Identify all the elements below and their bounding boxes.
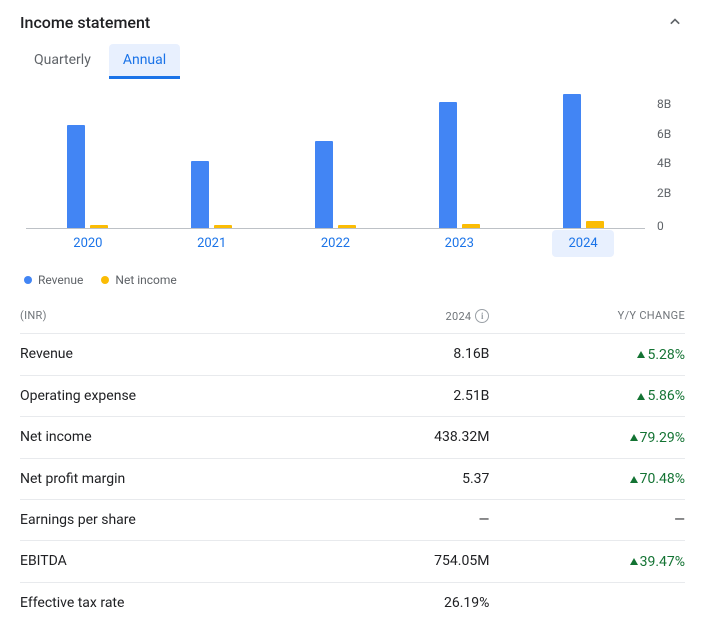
metric-label: Net profit margin xyxy=(20,471,294,487)
metric-value: 754.05M xyxy=(294,553,490,569)
metric-change: 39.47% xyxy=(489,553,685,570)
metric-change: 5.86% xyxy=(489,388,685,405)
metric-label: Operating expense xyxy=(20,388,294,404)
col-year: 2024 i xyxy=(294,309,490,323)
arrow-up-icon xyxy=(637,393,645,400)
metric-label: Earnings per share xyxy=(20,512,294,528)
metric-value: 5.37 xyxy=(294,471,490,487)
bar-group[interactable] xyxy=(191,97,232,228)
metric-value: 438.32M xyxy=(294,429,490,445)
table-body: Revenue8.16B 5.28% Operating expense2.51B 5… xyxy=(20,333,685,623)
metric-change: 79.29% xyxy=(489,429,685,446)
table-row: Operating expense2.51B 5.86% xyxy=(20,375,685,417)
table-row: Net profit margin5.37 70.48% xyxy=(20,458,685,500)
income-bar-chart: 8B6B4B2B0 20202021202220232024 xyxy=(26,97,679,257)
y-tick-label: 2B xyxy=(657,186,685,200)
change-value: 5.86% xyxy=(647,388,685,404)
arrow-up-icon xyxy=(630,558,638,565)
table-row: Revenue8.16B 5.28% xyxy=(20,333,685,375)
x-tick-label[interactable]: 2023 xyxy=(428,230,490,257)
legend-netincome-label: Net income xyxy=(115,273,176,287)
y-tick-label: 8B xyxy=(657,97,685,111)
col-currency: (INR) xyxy=(20,309,294,323)
bar xyxy=(338,225,356,228)
table-row: Earnings per share—— xyxy=(20,499,685,540)
chart-legend: Revenue Net income xyxy=(20,267,685,301)
bar-group[interactable] xyxy=(67,97,108,228)
x-tick-label[interactable]: 2024 xyxy=(552,230,614,257)
metric-value: 8.16B xyxy=(294,346,490,362)
metric-change: 5.28% xyxy=(489,346,685,363)
bar-group[interactable] xyxy=(563,97,604,228)
y-tick-label: 4B xyxy=(657,156,685,170)
section-title: Income statement xyxy=(20,13,150,32)
chart-y-axis-labels: 8B6B4B2B0 xyxy=(657,97,685,229)
change-value: 39.47% xyxy=(640,554,685,570)
info-icon[interactable]: i xyxy=(475,309,489,323)
metric-change: 70.48% xyxy=(489,471,685,488)
tab-annual[interactable]: Annual xyxy=(109,44,180,79)
arrow-up-icon xyxy=(630,434,638,441)
netincome-dot-icon xyxy=(101,276,109,284)
table-row: EBITDA754.05M 39.47% xyxy=(20,540,685,582)
table-row: Net income438.32M 79.29% xyxy=(20,416,685,458)
chart-plot-area xyxy=(26,97,645,229)
col-year-label: 2024 xyxy=(445,310,471,323)
income-statement-card: Income statement Quarterly Annual 8B 6B 4B… xyxy=(0,0,705,637)
bar-group[interactable] xyxy=(315,97,356,228)
col-change: Y/Y CHANGE xyxy=(489,309,685,323)
change-value: 5.28% xyxy=(647,347,685,363)
metric-label: Effective tax rate xyxy=(20,595,294,611)
metric-label: Revenue xyxy=(20,346,294,362)
arrow-up-icon xyxy=(637,351,645,358)
bar xyxy=(191,161,209,228)
legend-revenue-label: Revenue xyxy=(38,273,83,287)
change-value: 70.48% xyxy=(640,471,685,487)
table-row: Effective tax rate26.19% xyxy=(20,582,685,623)
y-tick-label: 0 xyxy=(657,219,685,233)
chevron-up-icon[interactable] xyxy=(665,12,685,32)
section-header: Income statement xyxy=(20,0,685,40)
metric-value: 2.51B xyxy=(294,388,490,404)
period-tabs: Quarterly Annual xyxy=(20,40,685,97)
table-header: (INR) 2024 i Y/Y CHANGE xyxy=(20,301,685,333)
bar-group[interactable] xyxy=(439,97,480,228)
arrow-up-icon xyxy=(630,476,638,483)
bar xyxy=(315,141,333,228)
revenue-dot-icon xyxy=(24,276,32,284)
change-value: 79.29% xyxy=(640,430,685,446)
bar xyxy=(439,102,457,228)
legend-netincome: Net income xyxy=(101,273,176,287)
bar xyxy=(67,125,85,228)
metric-value: — xyxy=(294,512,490,528)
metric-value: 26.19% xyxy=(294,595,490,611)
bar xyxy=(90,225,108,228)
metric-change: — xyxy=(489,512,685,528)
bar xyxy=(214,225,232,228)
x-tick-label[interactable]: 2020 xyxy=(57,230,119,257)
metric-label: EBITDA xyxy=(20,553,294,569)
change-value: — xyxy=(674,512,685,528)
bar xyxy=(462,224,480,228)
bar xyxy=(586,221,604,228)
x-tick-label[interactable]: 2022 xyxy=(304,230,366,257)
legend-revenue: Revenue xyxy=(24,273,83,287)
bar xyxy=(563,94,581,228)
metric-label: Net income xyxy=(20,429,294,445)
chart-x-axis-labels: 2020 2021 2022 2023 2024 xyxy=(26,230,645,257)
tab-quarterly[interactable]: Quarterly xyxy=(20,44,105,79)
y-tick-label: 6B xyxy=(657,127,685,141)
x-tick-label[interactable]: 2021 xyxy=(181,230,243,257)
